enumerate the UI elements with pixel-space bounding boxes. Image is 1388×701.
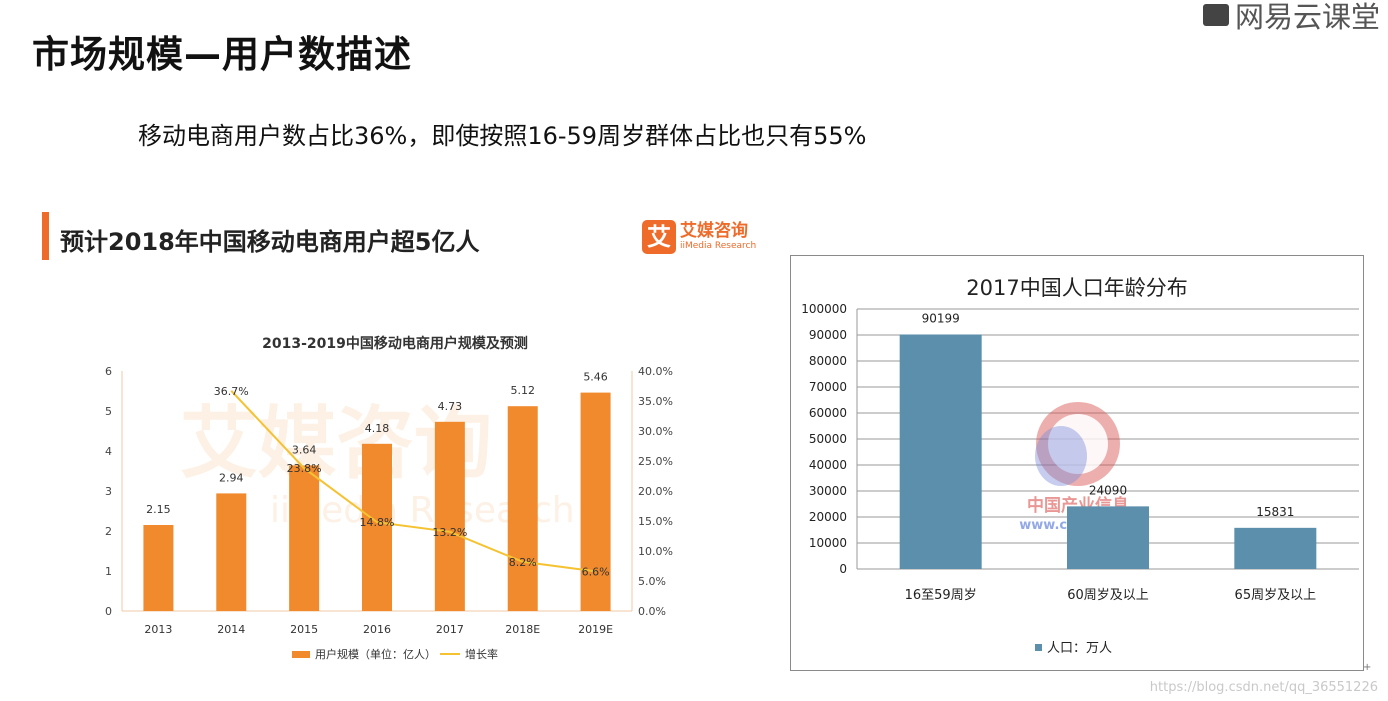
x-tick-label: 2014 [217,623,245,636]
legend-swatch [1035,644,1042,651]
y-tick-label: 70000 [809,380,847,394]
y-tick-label: 6 [105,365,112,378]
bar-user-scale [434,421,465,611]
y2-tick-label: 0.0% [638,605,666,618]
imedia-logo: 艾 艾媒咨询 iiMedia Research [642,220,756,254]
legend-label-line: 增长率 [465,647,498,661]
x-tick-label: 2018E [505,623,540,636]
y-tick-label: 100000 [801,302,847,316]
page-title: 市场规模—用户数描述 [32,33,412,76]
chyxx-logo-blue-icon [1035,426,1087,486]
watermark-url: https://blog.csdn.net/qq_36551226 [1149,680,1378,695]
bar-value-label: 4.18 [365,422,390,435]
y-tick-label: 0 [839,562,847,576]
subtitle: 移动电商用户数占比36%，即使按照16-59周岁群体占比也只有55% [138,122,867,150]
y-tick-label: 5 [105,405,112,418]
y-tick-label: 1 [105,565,112,578]
bar-value-label: 2.94 [219,471,244,484]
y-tick-label: 3 [105,485,112,498]
bar-value-label: 3.64 [292,443,317,456]
bar-value-label: 5.12 [510,384,535,397]
bar-user-scale [362,443,392,611]
x-tick-label: 2016 [363,623,391,636]
bar-user-scale [580,392,611,611]
bar-user-scale [143,525,174,611]
y2-tick-label: 35.0% [638,395,673,408]
y-tick-label: 20000 [809,510,847,524]
legend-label: 人口：万人 [1047,641,1112,656]
bar-value-label: 2.15 [146,503,171,516]
imedia-logo-en: iiMedia Research [680,241,757,251]
x-tick-label: 2015 [290,623,318,636]
x-tick-label: 60周岁及以上 [1067,588,1149,603]
y-tick-label: 10000 [809,536,847,550]
y-tick-label: 40000 [809,458,847,472]
y-tick-label: 30000 [809,484,847,498]
y-tick-label: 0 [105,605,112,618]
y2-tick-label: 25.0% [638,455,673,468]
bar-value-label: 90199 [922,311,960,325]
brand-logo: 网易云课堂 [1202,0,1380,36]
bar-population [1067,506,1149,569]
y2-tick-label: 20.0% [638,485,673,498]
left-heading: 预计2018年中国移动电商用户超5亿人 [60,228,480,256]
growth-rate-label: 14.8% [360,516,395,529]
y2-tick-label: 10.0% [638,545,673,558]
y2-tick-label: 15.0% [638,515,673,528]
bar-population [1234,527,1317,569]
right-chart-title: 2017中国人口年龄分布 [966,276,1187,300]
y-tick-label: 80000 [809,354,847,368]
y-tick-label: 90000 [809,328,847,342]
brand-icon [1202,4,1229,26]
growth-rate-label: 6.6% [582,565,610,578]
chyxx-logo-center-icon [1048,414,1108,474]
bar-value-label: 15831 [1256,505,1294,519]
y-tick-label: 60000 [809,406,847,420]
left-chart-title: 2013-2019中国移动电商用户规模及预测 [262,335,528,352]
bar-user-scale [507,406,538,611]
y2-tick-label: 5.0% [638,575,666,588]
bar-value-label: 4.73 [438,400,463,413]
x-tick-label: 65周岁及以上 [1235,588,1317,603]
y2-tick-label: 40.0% [638,365,673,378]
bar-value-label: 5.46 [583,371,608,384]
x-tick-label: 2013 [144,623,172,636]
y2-tick-label: 30.0% [638,425,673,438]
x-tick-label: 2017 [436,623,464,636]
growth-rate-label: 23.8% [287,462,322,475]
x-tick-label: 16至59周岁 [905,588,977,603]
bar-value-label: 24090 [1089,483,1127,497]
imedia-logo-cn: 艾媒咨询 [680,221,748,241]
y-tick-label: 4 [105,445,112,458]
y-tick-label: 50000 [809,432,847,446]
bar-population [899,334,982,569]
corner-mark: + [1363,662,1372,673]
population-chart-panel: 2017中国人口年龄分布 0 10000 20000 30000 40000 50000 60… [790,255,1364,671]
legend-swatch-bar [292,651,310,658]
brand-name: 网易云课堂 [1234,0,1380,34]
growth-rate-label: 13.2% [432,526,467,539]
growth-rate-line [230,390,596,573]
bar-user-scale [216,493,247,611]
y-tick-label: 2 [105,525,112,538]
population-age-chart: 2017中国人口年龄分布 0 10000 20000 30000 40000 50000 60… [801,276,1359,656]
growth-rate-label: 36.7% [214,385,249,398]
legend-label-bar: 用户规模（单位：亿人） [315,647,436,661]
growth-rate-label: 8.2% [509,556,537,569]
imedia-mark-icon: 艾 [642,220,676,254]
heading-accent-bar [42,212,49,260]
x-tick-label: 2019E [578,623,613,636]
bar-user-scale [289,465,320,611]
